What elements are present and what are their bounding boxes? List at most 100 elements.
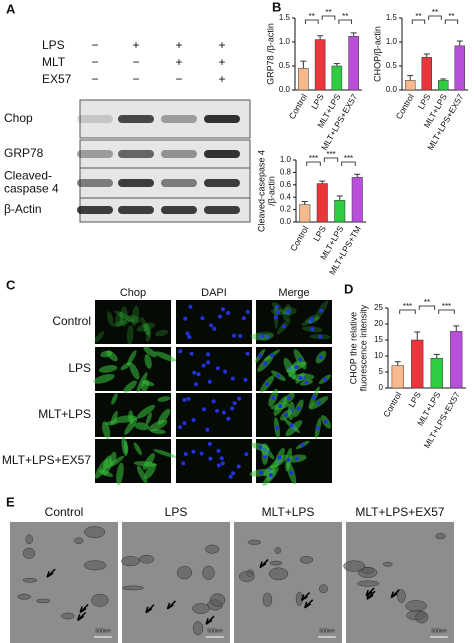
- blot-band: [161, 150, 197, 158]
- cell: [131, 305, 139, 327]
- nucleus: [209, 323, 214, 328]
- nucleus: [182, 421, 187, 426]
- bar: [299, 204, 311, 223]
- nucleus: [274, 304, 279, 309]
- organelle: [121, 556, 140, 567]
- sig-bracket: [304, 19, 319, 24]
- cell: [145, 412, 152, 425]
- nucleus: [287, 396, 292, 401]
- y-axis-label: GRP78 /β-actin: [265, 23, 275, 85]
- nucleus: [219, 456, 224, 461]
- organelle: [415, 611, 429, 624]
- cell: [144, 463, 157, 480]
- sig-label: **: [424, 298, 430, 307]
- y-tick-label: 1.0: [279, 37, 291, 46]
- nucleus: [310, 327, 315, 332]
- column-label: Merge: [278, 287, 309, 299]
- x-tick-label: LPS: [406, 390, 423, 409]
- tem-label: LPS: [165, 505, 188, 519]
- cell: [126, 325, 134, 345]
- arrow: [365, 587, 375, 597]
- arrow: [46, 568, 56, 578]
- organelle: [343, 560, 366, 572]
- bar: [430, 357, 443, 389]
- y-tick-label: 0.8: [280, 168, 292, 177]
- nucleus: [284, 412, 289, 417]
- nucleus: [207, 379, 212, 384]
- sig-bracket: [438, 309, 455, 314]
- nucleus: [230, 406, 235, 411]
- cell: [143, 453, 155, 470]
- nucleus: [263, 361, 268, 366]
- scale-label: 500nm: [95, 628, 110, 634]
- treatment-sign: +: [175, 55, 182, 69]
- bar: [351, 177, 363, 223]
- nucleus: [316, 426, 321, 431]
- bar: [411, 339, 424, 389]
- y-tick-label: 1.0: [386, 37, 398, 46]
- panel-label: B: [272, 0, 281, 14]
- cell: [98, 365, 118, 373]
- cell: [93, 331, 105, 344]
- nucleus: [226, 311, 231, 316]
- blot-band: [161, 206, 197, 214]
- nucleus: [207, 441, 212, 446]
- organelle: [202, 565, 215, 580]
- treatment-sign: +: [218, 38, 225, 52]
- blot-frame: [79, 99, 251, 139]
- nucleus: [245, 309, 250, 314]
- y-tick-label: 1.0: [280, 155, 292, 164]
- cell: [136, 404, 155, 419]
- arrow: [76, 611, 87, 622]
- nucleus: [181, 461, 186, 466]
- cell: [154, 351, 177, 362]
- bar: [405, 80, 416, 91]
- cell: [150, 428, 166, 434]
- nucleus: [276, 310, 281, 315]
- organelle: [299, 555, 314, 564]
- cell: [145, 329, 152, 342]
- nucleus: [273, 315, 278, 320]
- sig-label: **: [432, 8, 438, 17]
- treatment-sign: −: [91, 55, 98, 69]
- sig-label: ***: [442, 302, 451, 311]
- arrow: [79, 603, 89, 614]
- nucleus: [276, 373, 281, 378]
- nucleus: [208, 456, 213, 461]
- treatment-sign: +: [175, 38, 182, 52]
- treatment-sign: −: [132, 55, 139, 69]
- tem-image: [122, 522, 230, 643]
- y-tick-label: 0: [379, 383, 384, 392]
- nucleus: [228, 474, 233, 479]
- bar: [454, 45, 465, 91]
- cell: [116, 462, 124, 486]
- treatment-label: MLT: [42, 55, 66, 69]
- row-label: Control: [52, 314, 91, 328]
- sig-bracket: [418, 305, 436, 310]
- organelle: [74, 537, 84, 544]
- scale-label: 500nm: [207, 628, 222, 634]
- treatment-sign: −: [132, 72, 139, 86]
- x-tick-label: LPS: [309, 92, 326, 111]
- organelle: [357, 580, 380, 587]
- nucleus: [216, 448, 221, 453]
- nucleus: [193, 382, 198, 387]
- cell: [93, 374, 115, 384]
- organelle: [358, 567, 378, 579]
- nucleus: [212, 326, 217, 331]
- band-label: β-Actin: [4, 202, 42, 216]
- column-label: DAPI: [201, 287, 227, 299]
- nucleus: [277, 455, 282, 460]
- bar: [314, 39, 326, 91]
- nucleus: [304, 380, 309, 385]
- y-tick-label: 0.5: [279, 61, 291, 70]
- blot-band: [118, 150, 154, 158]
- panel-label: A: [6, 1, 16, 16]
- nucleus: [232, 401, 237, 406]
- sig-bracket: [444, 19, 459, 24]
- cell: [129, 362, 140, 380]
- nucleus: [192, 370, 197, 375]
- sig-bracket: [411, 19, 426, 24]
- bar: [438, 80, 449, 91]
- y-tick-label: 0.4: [280, 192, 292, 201]
